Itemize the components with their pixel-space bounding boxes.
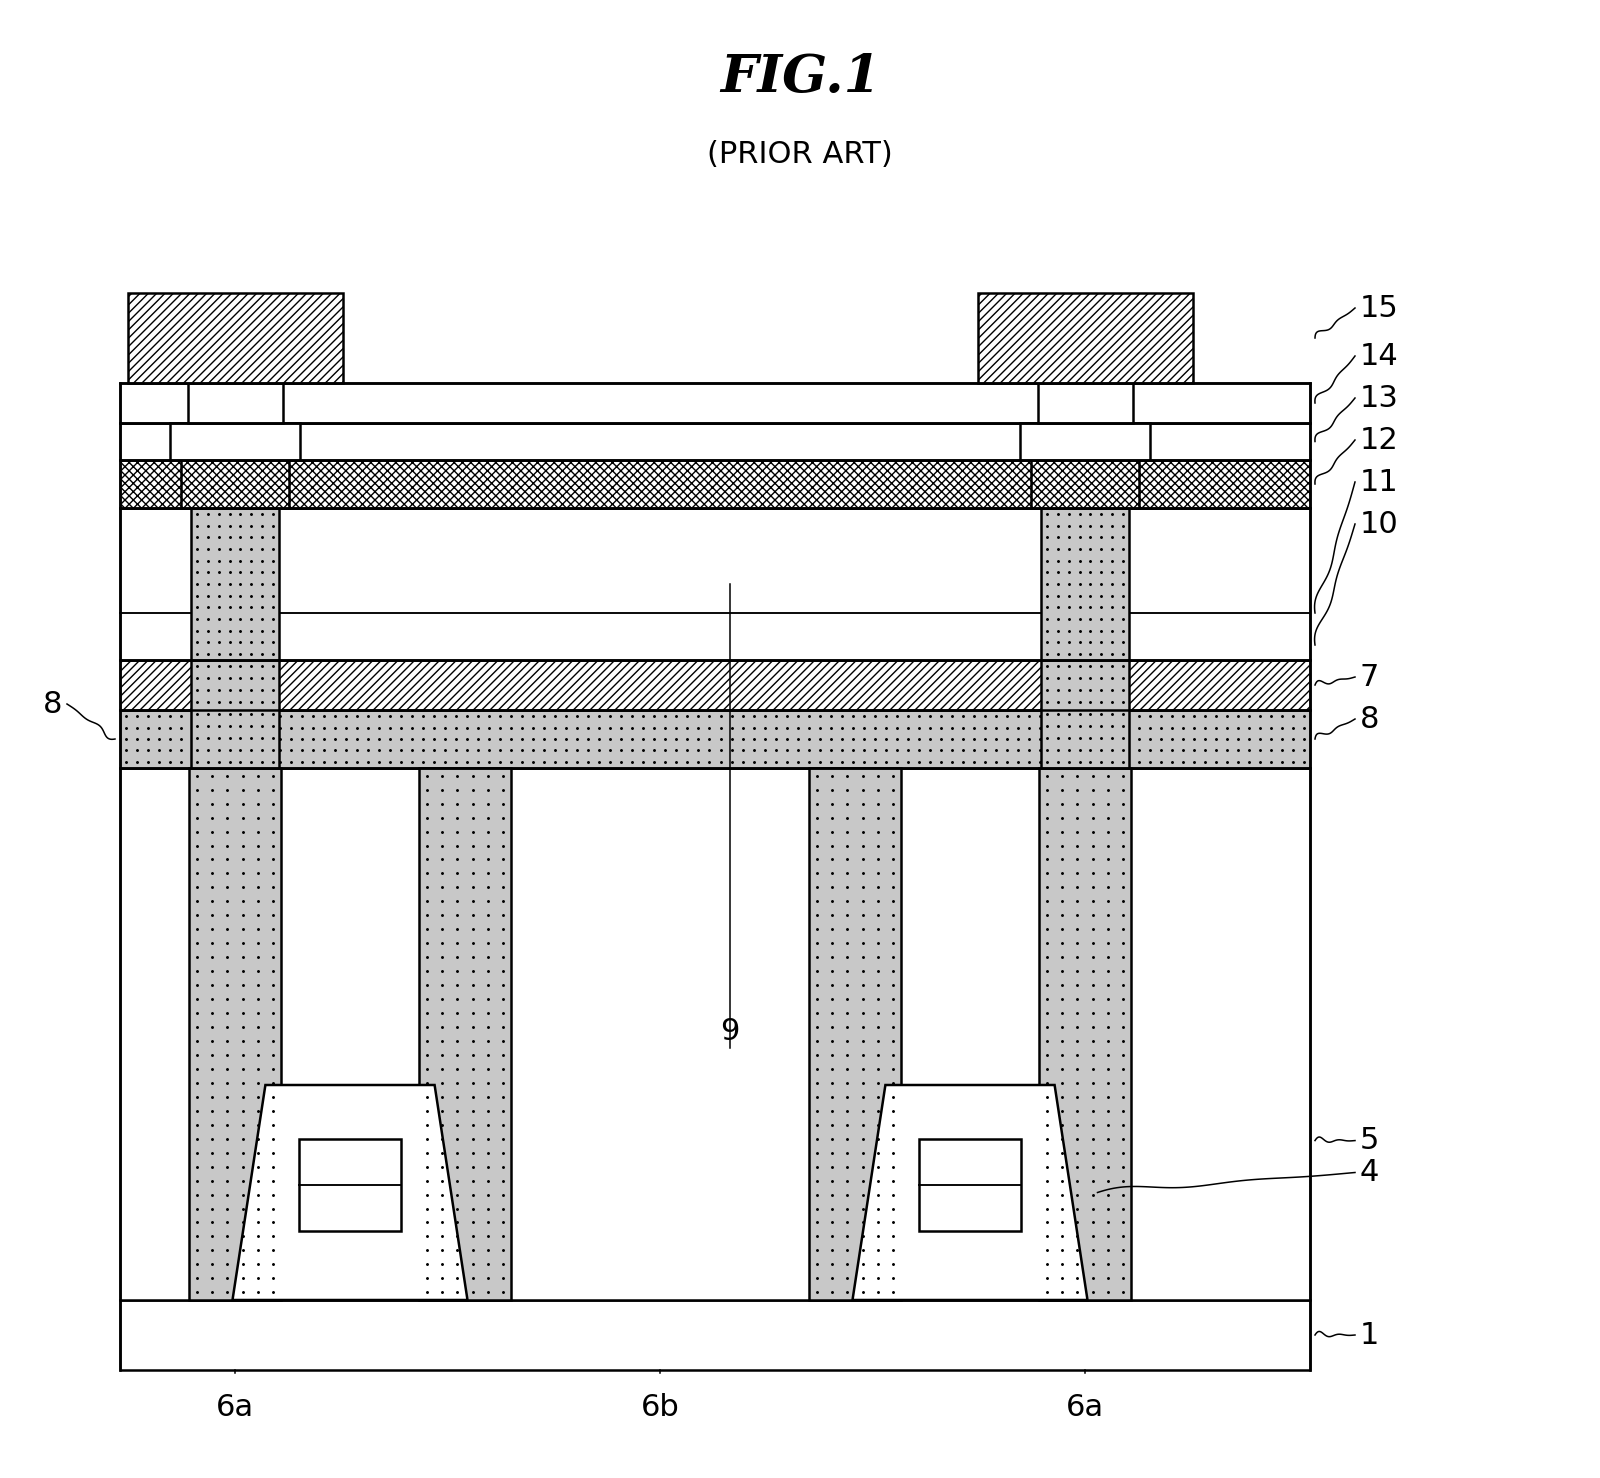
Bar bbox=[1038, 383, 1133, 423]
Bar bbox=[170, 423, 301, 460]
Text: 1: 1 bbox=[1360, 1320, 1379, 1349]
Text: 4: 4 bbox=[1360, 1157, 1379, 1187]
Bar bbox=[190, 661, 278, 769]
Bar bbox=[120, 661, 1310, 709]
Bar bbox=[1042, 661, 1130, 769]
Bar bbox=[120, 383, 1310, 423]
Text: (PRIOR ART): (PRIOR ART) bbox=[707, 140, 893, 168]
Bar bbox=[419, 769, 510, 1301]
Bar bbox=[189, 769, 282, 1301]
Bar bbox=[920, 1138, 1021, 1231]
Text: 7: 7 bbox=[1360, 662, 1379, 692]
Text: 8: 8 bbox=[43, 690, 62, 718]
Text: FIG.1: FIG.1 bbox=[720, 52, 880, 103]
Text: 13: 13 bbox=[1360, 383, 1398, 412]
Bar bbox=[1038, 769, 1131, 1301]
Bar bbox=[1021, 423, 1150, 460]
Text: 6a: 6a bbox=[1066, 1392, 1104, 1422]
Text: 5: 5 bbox=[1360, 1126, 1379, 1156]
Bar bbox=[120, 769, 1310, 1301]
Bar bbox=[1042, 508, 1130, 661]
Text: 10: 10 bbox=[1360, 510, 1398, 538]
Bar bbox=[120, 460, 1310, 508]
Text: 9: 9 bbox=[720, 1017, 739, 1046]
Bar bbox=[190, 508, 278, 661]
Bar bbox=[189, 383, 283, 423]
Text: 6a: 6a bbox=[216, 1392, 254, 1422]
Text: 15: 15 bbox=[1360, 294, 1398, 322]
Bar bbox=[181, 460, 290, 508]
Bar bbox=[1030, 460, 1139, 508]
Bar bbox=[120, 1301, 1310, 1370]
Bar bbox=[810, 769, 901, 1301]
Text: 8: 8 bbox=[1360, 705, 1379, 733]
Bar bbox=[299, 1138, 400, 1231]
Bar bbox=[120, 709, 1310, 769]
Bar bbox=[120, 508, 1310, 661]
Text: 12: 12 bbox=[1360, 426, 1398, 455]
Bar bbox=[128, 293, 342, 383]
Text: 14: 14 bbox=[1360, 341, 1398, 371]
Bar bbox=[978, 293, 1194, 383]
Text: 6b: 6b bbox=[640, 1392, 680, 1422]
Bar bbox=[120, 423, 1310, 460]
Polygon shape bbox=[232, 1085, 467, 1301]
Polygon shape bbox=[853, 1085, 1088, 1301]
Text: 11: 11 bbox=[1360, 467, 1398, 497]
